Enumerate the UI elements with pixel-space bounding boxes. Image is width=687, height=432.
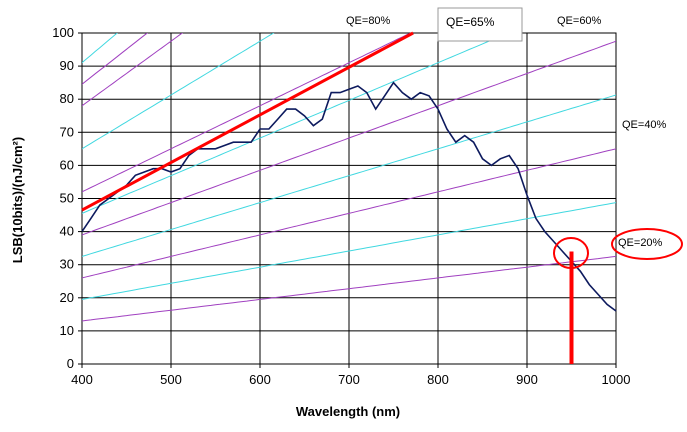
qe-curve-10 (82, 255, 616, 322)
qe-label-65: QE=65% (446, 15, 495, 29)
y-axis-title: LSB(10bits)/(nJ/cm²) (10, 137, 25, 263)
qe-curve-20 (82, 148, 616, 279)
x-axis-title: Wavelength (nm) (296, 404, 400, 419)
qe-curve-50 (82, 33, 275, 150)
y-tick-label-80: 80 (60, 91, 74, 106)
y-tick-label-0: 0 (67, 356, 74, 371)
qe-65-box (437, 7, 523, 42)
qe-curve-15 (82, 202, 616, 300)
series (81, 31, 617, 364)
x-tick-label-700: 700 (338, 372, 360, 387)
x-tick-label-600: 600 (249, 372, 271, 387)
qe-label-60: QE=60% (557, 15, 602, 27)
qe-label-80: QE=80% (346, 15, 391, 27)
highlight-circle-point (553, 237, 589, 269)
y-tick-label-40: 40 (60, 224, 74, 239)
y-tick-label-90: 90 (60, 58, 74, 73)
x-tick-label-800: 800 (427, 372, 449, 387)
qe-curves (82, 33, 616, 322)
qe-curve-25 (82, 94, 616, 257)
qe-curve-40 (82, 33, 412, 193)
y-tick-label-30: 30 (60, 257, 74, 272)
y-tick-label-60: 60 (60, 157, 74, 172)
y-tick-label-10: 10 (60, 323, 74, 338)
measured-line (81, 81, 617, 312)
qe-curve-30 (82, 40, 616, 236)
ticks: 0 10 20 30 40 50 60 70 80 90 100 400 500 600 700 800 900… (52, 25, 630, 387)
y-tick-label-100: 100 (52, 25, 74, 40)
qe-curve-60 (82, 33, 184, 107)
qe-curve-35 (82, 33, 510, 214)
qe-label-20: QE=20% (618, 237, 663, 249)
x-tick-label-400: 400 (71, 372, 93, 387)
y-tick-label-20: 20 (60, 290, 74, 305)
x-tick-label-1000: 1000 (602, 372, 631, 387)
fit-line (81, 31, 414, 212)
x-tick-label-500: 500 (160, 372, 182, 387)
qe-label-40: QE=40% (622, 119, 667, 131)
y-tick-label-50: 50 (60, 191, 74, 206)
x-tick-label-900: 900 (516, 372, 538, 387)
y-tick-label-70: 70 (60, 124, 74, 139)
highlight-circle-label (611, 228, 683, 260)
grid (81, 32, 617, 365)
